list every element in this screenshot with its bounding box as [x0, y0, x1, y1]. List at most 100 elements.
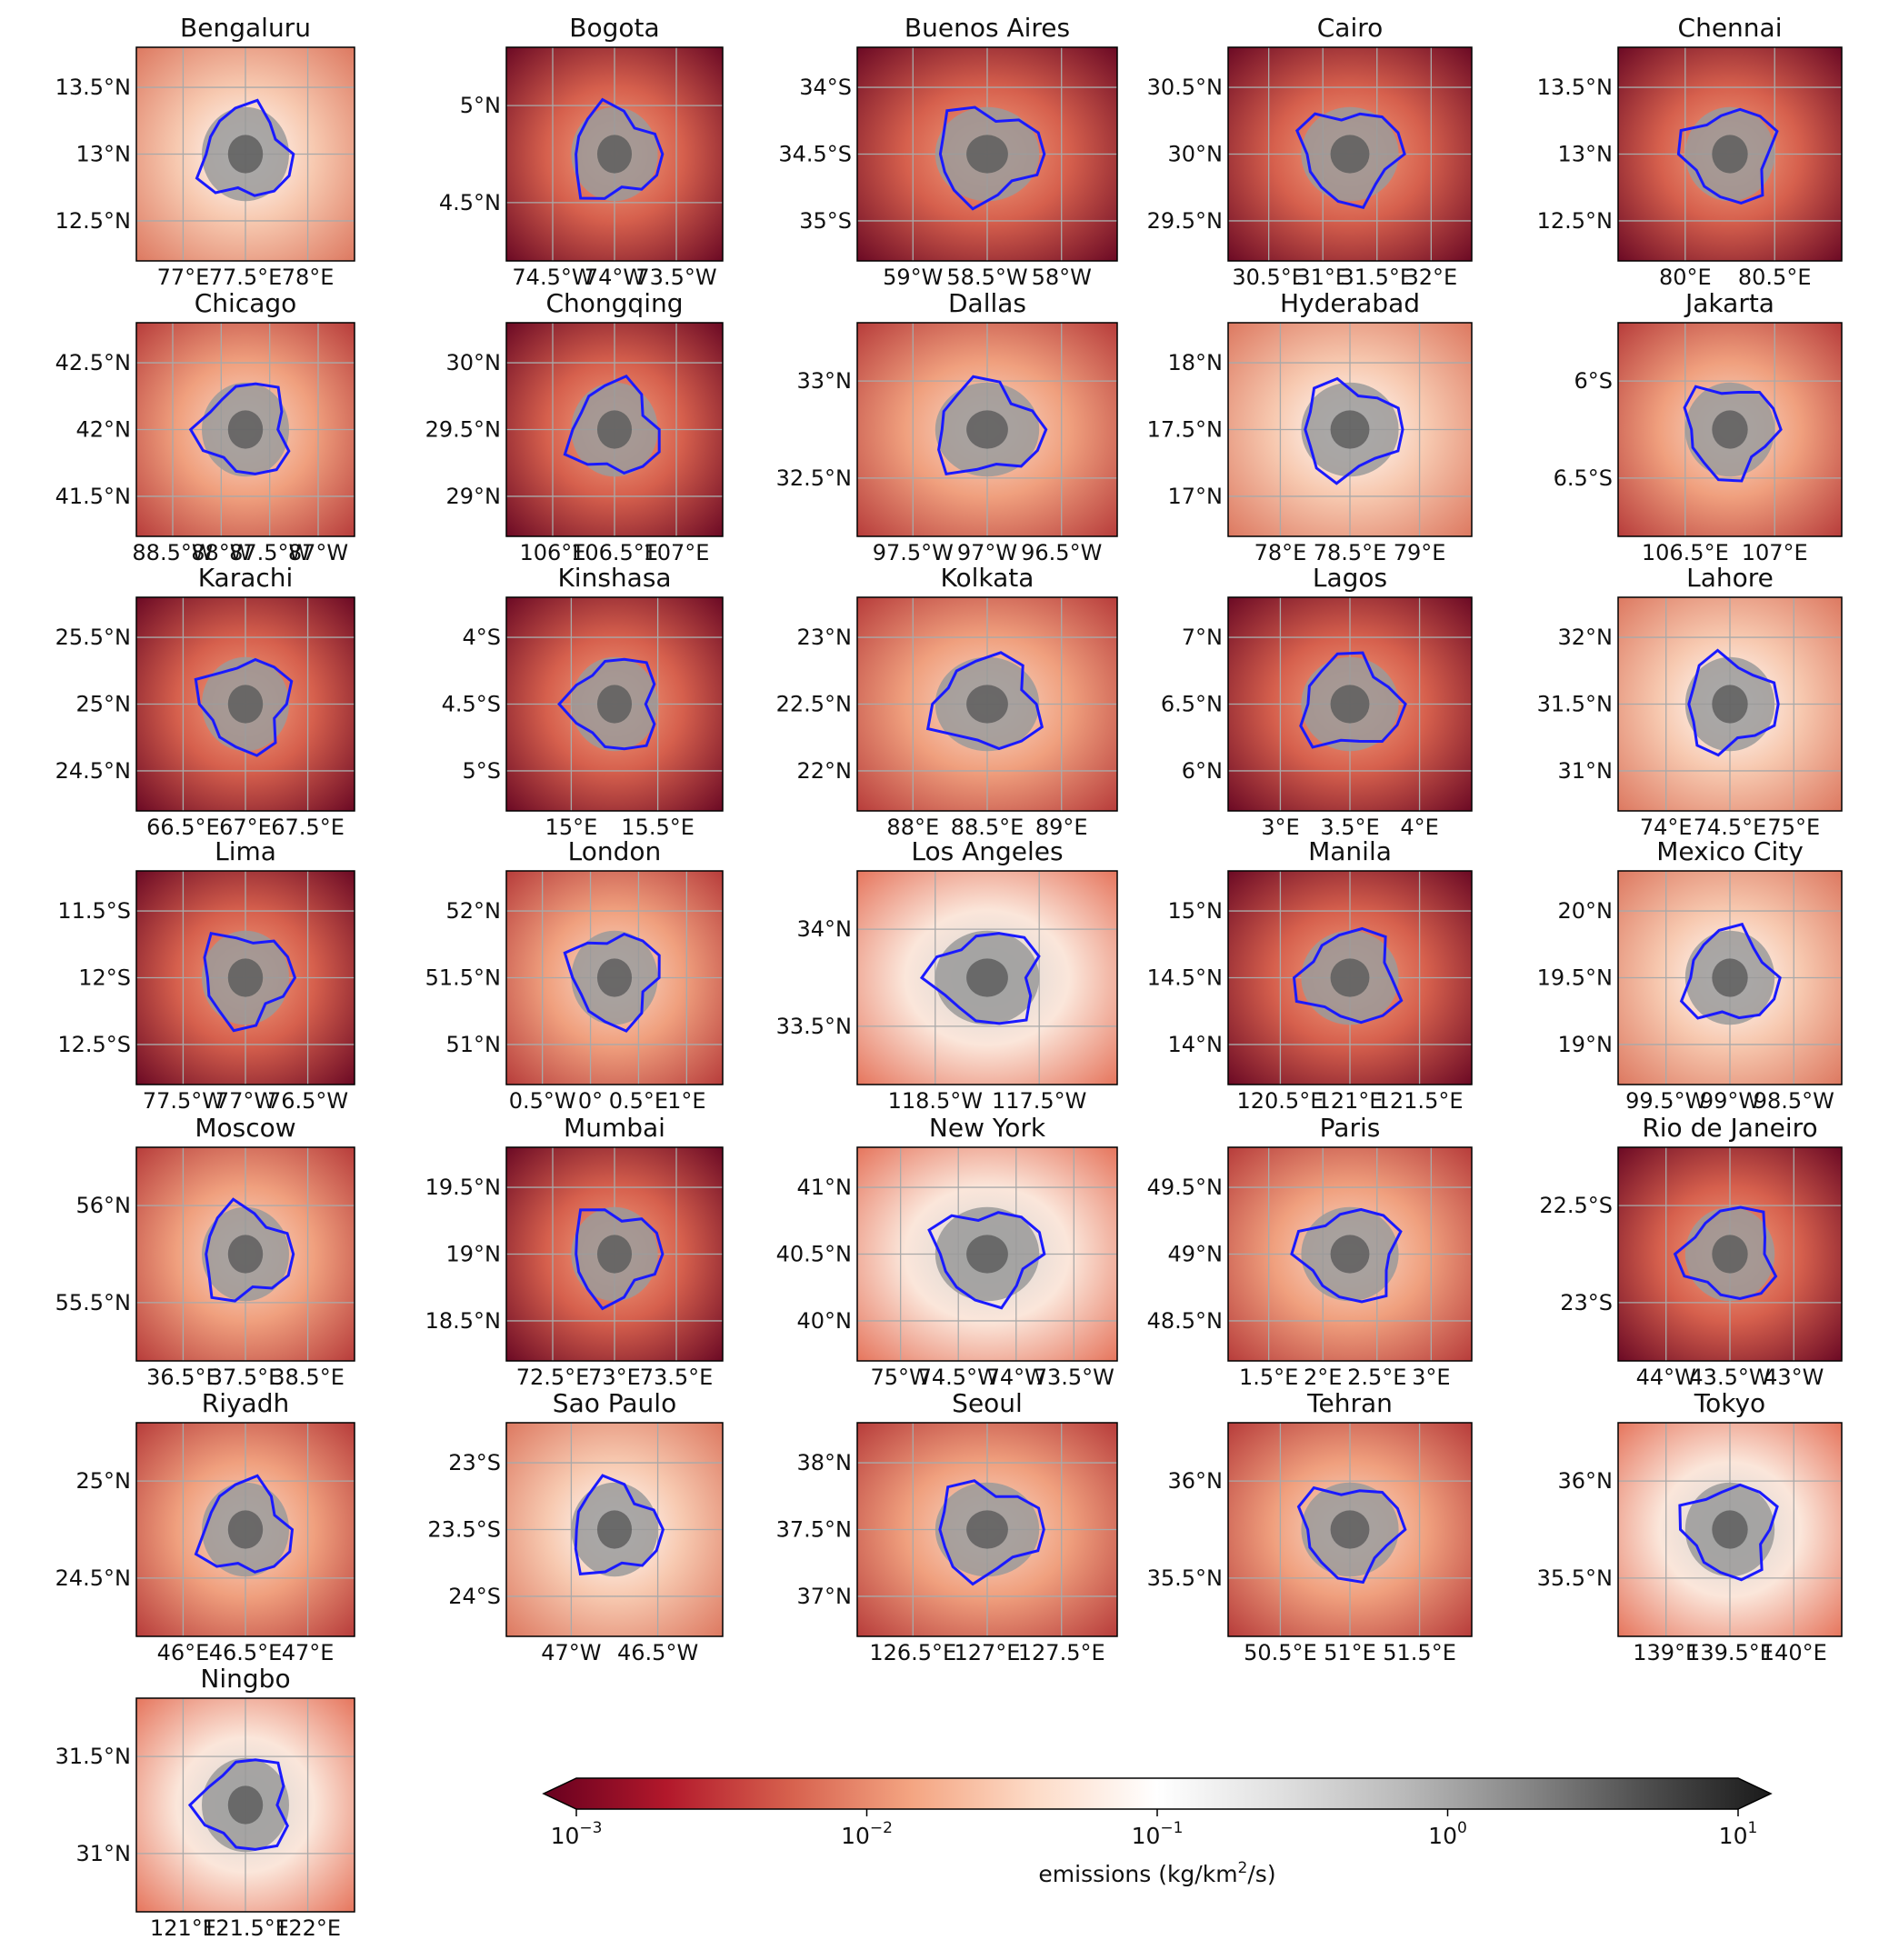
- city-boundary: [1304, 376, 1404, 485]
- ytick-label: 56°N: [76, 1193, 132, 1218]
- ytick-label: 13°N: [1558, 142, 1614, 167]
- panel-lagos: Lagos 7°N 6.5°N 6°N 3°E 3.5°E 4°E: [1161, 563, 1473, 840]
- city-boundary: [563, 932, 661, 1033]
- panel-frame: [505, 596, 724, 812]
- xtick-label: 77°E: [157, 265, 210, 290]
- xtick-label: 43.5°W: [1689, 1365, 1770, 1390]
- panel-bogota: Bogota 5°N 4.5°N 74.5°W74°W73.5°W: [439, 13, 724, 290]
- ytick-label: 22.5°S: [1539, 1193, 1613, 1218]
- urban-peak: [227, 410, 264, 449]
- xtick-label: 3°E: [1261, 815, 1299, 840]
- xtick-label: 139°E: [1633, 1640, 1699, 1665]
- ytick-label: 38°N: [797, 1450, 853, 1475]
- city-boundary: [927, 1211, 1046, 1310]
- ytick-label: 35°S: [799, 208, 852, 234]
- xtick-label: 47°E: [282, 1640, 335, 1665]
- xtick-label: 51.5°E: [1383, 1640, 1456, 1665]
- ytick-label: 25°N: [76, 692, 132, 717]
- panel-title: Bengaluru: [180, 13, 311, 43]
- city-boundary: [195, 98, 295, 197]
- ytick-label: 17°N: [1168, 484, 1224, 509]
- xtick-label: 73.5°E: [640, 1365, 714, 1390]
- urban-peak: [227, 1785, 264, 1825]
- xtick-label: 88°E: [886, 815, 939, 840]
- xtick-label: 50.5°E: [1244, 1640, 1317, 1665]
- ytick-label: 31°N: [76, 1841, 132, 1866]
- xtick-label: 32°E: [1404, 265, 1457, 290]
- ytick-label: 32°N: [1558, 625, 1614, 650]
- ytick-label: 17.5°N: [1147, 417, 1223, 443]
- xtick-label: 74°W: [986, 1365, 1046, 1390]
- city-boundary: [1290, 1207, 1403, 1304]
- panel-frame: [1617, 596, 1843, 812]
- xtick-label: 46.5°W: [617, 1640, 698, 1665]
- urban-peak: [1330, 1235, 1370, 1274]
- city-boundary: [203, 931, 297, 1033]
- panel-title: Chennai: [1678, 13, 1783, 43]
- panel-lima: Lima 11.5°S 12°S 12.5°S 77.5°W77°W76.5°W: [57, 836, 355, 1114]
- ytick-label: 30.5°N: [1147, 75, 1223, 100]
- urban-peak: [227, 958, 264, 997]
- city-boundary: [925, 651, 1044, 751]
- xtick-label: 15.5°E: [621, 815, 695, 840]
- colorbar-tick-label: 10−3: [551, 1819, 603, 1849]
- panel-frame: [1227, 322, 1473, 537]
- xtick-label: 51°E: [1324, 1640, 1376, 1665]
- urban-peak: [596, 958, 633, 997]
- ytick-label: 42.5°N: [55, 350, 131, 375]
- urban-peak: [227, 135, 264, 174]
- xtick-label: 80.5°E: [1738, 265, 1812, 290]
- xtick-label: 120.5°E: [1236, 1088, 1324, 1114]
- panel-title: Bogota: [569, 13, 659, 43]
- xtick-label: 74.5°E: [1694, 815, 1767, 840]
- panel-frame: [135, 596, 355, 812]
- panel-frame: [505, 1146, 724, 1362]
- ytick-label: 12.5°S: [57, 1032, 131, 1057]
- panel-hyderabad: Hyderabad 18°N 17.5°N 17°N 78°E 78.5°E 79°E: [1147, 288, 1473, 565]
- ytick-label: 29°N: [446, 484, 502, 509]
- xtick-label: 77°W: [215, 1088, 275, 1114]
- city-boundary: [919, 932, 1041, 1025]
- xtick-label: 46°E: [157, 1640, 210, 1665]
- panel-frame: [856, 596, 1118, 812]
- xtick-label: 36.5°E: [146, 1365, 220, 1390]
- xtick-label: 121°E: [1317, 1088, 1384, 1114]
- ytick-label: 34.5°S: [778, 142, 852, 167]
- urban-peak: [1712, 135, 1748, 174]
- gridlines: [1228, 597, 1472, 811]
- panel-paris: Paris 49.5°N 49°N 48.5°N 1.5°E 2°E 2.5°E 3°E: [1147, 1113, 1473, 1390]
- ytick-label: 18°N: [1168, 350, 1224, 375]
- ytick-label: 24.5°N: [55, 1565, 131, 1591]
- gridlines: [1618, 1147, 1842, 1361]
- panel-title: Rio de Janeiro: [1642, 1113, 1817, 1143]
- xtick-label: 77.5°W: [143, 1088, 224, 1114]
- ytick-label: 35.5°N: [1147, 1565, 1223, 1591]
- panel-london: London 52°N 51.5°N 51°N 0.5°W 0° 0.5°E1°E: [425, 836, 724, 1114]
- city-boundary: [1683, 385, 1783, 483]
- urban-peak: [1712, 1510, 1748, 1549]
- panel-frame: [1227, 46, 1473, 262]
- ytick-label: 55.5°N: [55, 1290, 131, 1315]
- urban-peak: [1712, 685, 1748, 724]
- panel-kolkata: Kolkata 23°N 22.5°N 22°N 88°E 88.5°E 89°E: [776, 563, 1118, 840]
- panel-chennai: Chennai 13.5°N 13°N 12.5°N 80°E 80.5°E: [1537, 13, 1843, 290]
- urban-peak: [966, 410, 1008, 449]
- ytick-label: 19°N: [1558, 1032, 1614, 1057]
- xtick-label: 107°E: [644, 540, 710, 565]
- ytick-label: 49.5°N: [1147, 1175, 1223, 1200]
- ytick-label: 4.5°N: [439, 190, 501, 215]
- city-boundary: [1292, 926, 1404, 1025]
- panel-title: Sao Paulo: [553, 1388, 676, 1418]
- panel-buenos-aires: Buenos Aires 34°S 34.5°S 35°S 59°W 58.5°W 58°W: [778, 13, 1118, 290]
- panel-title: Kolkata: [941, 563, 1034, 593]
- xtick-label: 99°W: [1700, 1088, 1760, 1114]
- xtick-label: 117.5°W: [992, 1088, 1086, 1114]
- panel-title: Hyderabad: [1280, 288, 1420, 318]
- panel-title: Tehran: [1306, 1388, 1393, 1418]
- ytick-label: 41.5°N: [55, 484, 131, 509]
- panel-title: Chongqing: [545, 288, 683, 318]
- panel-title: Seoul: [952, 1388, 1023, 1418]
- ytick-label: 4°S: [462, 625, 501, 650]
- ytick-label: 25°N: [76, 1468, 132, 1494]
